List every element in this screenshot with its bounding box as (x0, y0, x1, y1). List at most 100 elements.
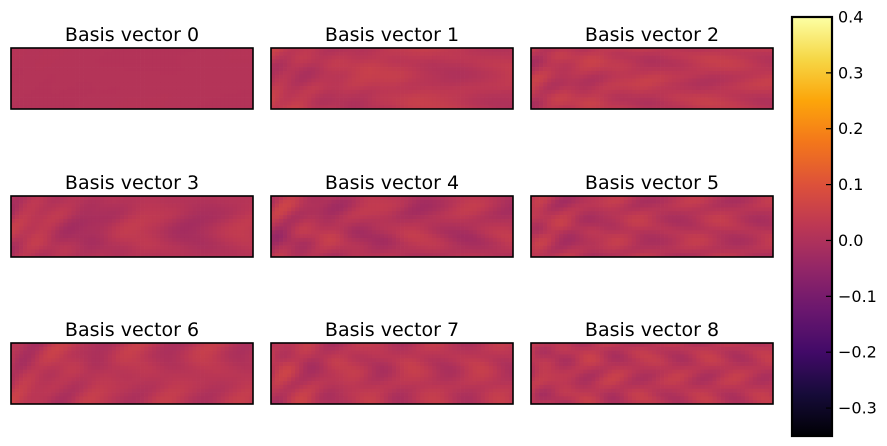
heatmap-cell (555, 196, 560, 201)
heatmap-cell (387, 78, 393, 83)
heatmap-cell (216, 78, 222, 83)
heatmap-cell (484, 237, 490, 243)
heatmap-cell (639, 67, 645, 72)
heatmap-cell (323, 241, 328, 246)
heatmap-cell (123, 48, 129, 53)
heatmap-cell (31, 93, 36, 98)
heatmap-cell (71, 215, 76, 220)
heatmap-cell (236, 82, 242, 87)
heatmap-cell (535, 105, 540, 110)
heatmap-cell (95, 67, 101, 72)
heatmap-cell (123, 86, 129, 91)
heatmap-cell (615, 70, 621, 76)
heatmap-cell (639, 74, 645, 79)
heatmap-cell (392, 48, 397, 53)
heatmap-cell (47, 63, 52, 68)
heatmap-cell (323, 249, 328, 254)
heatmap-cell (71, 199, 76, 204)
heatmap-cell (23, 93, 28, 98)
heatmap-cell (152, 211, 157, 216)
heatmap-cell (496, 199, 502, 204)
heatmap-cell (599, 101, 604, 106)
heatmap-cell (379, 230, 385, 235)
heatmap-cell (432, 67, 437, 72)
heatmap-cell (212, 207, 218, 212)
heatmap-cell (720, 89, 725, 95)
heatmap-cell (111, 222, 117, 227)
heatmap-cell (307, 89, 312, 95)
heatmap-cell (432, 199, 437, 204)
heatmap-cell (555, 59, 560, 64)
heatmap-cell (19, 51, 24, 56)
heatmap-cell (500, 203, 506, 208)
heatmap-cell (71, 203, 76, 208)
heatmap-cell (347, 67, 353, 72)
heatmap-cell (452, 199, 457, 204)
heatmap-cell (504, 230, 510, 235)
heatmap-cell (176, 211, 181, 216)
heatmap-cell (184, 245, 189, 250)
heatmap-cell (303, 222, 308, 227)
heatmap-cell (347, 253, 353, 258)
heatmap-cell (367, 249, 373, 254)
heatmap-cell (359, 74, 365, 79)
heatmap-cell (144, 215, 149, 220)
heatmap-cell (87, 237, 93, 243)
heatmap-cell (43, 230, 48, 235)
heatmap-cell (428, 55, 433, 60)
heatmap-cell (375, 203, 381, 208)
heatmap-cell (63, 93, 68, 98)
heatmap-cell (115, 203, 121, 208)
heatmap-cell (271, 101, 276, 106)
heatmap-cell (184, 241, 189, 246)
heatmap-cell (595, 93, 600, 98)
heatmap-cell (244, 218, 250, 224)
heatmap-cell (164, 97, 169, 102)
heatmap-cell (35, 55, 40, 60)
heatmap-cell (355, 97, 361, 102)
heatmap-cell (188, 89, 193, 95)
heatmap-cell (291, 196, 296, 201)
heatmap-cell (371, 78, 377, 83)
heatmap-cell (347, 86, 353, 91)
heatmap-cell (504, 101, 510, 106)
heatmap-cell (248, 59, 254, 64)
heatmap-cell (484, 203, 490, 208)
heatmap-cell (623, 89, 629, 95)
heatmap-cell (668, 93, 673, 98)
heatmap-cell (563, 97, 568, 102)
heatmap-cell (160, 245, 165, 250)
heatmap-cell (575, 78, 580, 83)
heatmap-cell (432, 74, 437, 79)
heatmap-cell (51, 78, 56, 83)
heatmap-cell (476, 70, 482, 76)
heatmap-cell (27, 230, 32, 235)
heatmap-cell (567, 101, 572, 106)
heatmap-cell (11, 78, 16, 83)
heatmap-cell (331, 74, 336, 79)
heatmap-cell (160, 234, 165, 239)
heatmap-cell (11, 218, 16, 224)
heatmap-cell (51, 226, 56, 231)
heatmap-cell (476, 218, 482, 224)
heatmap-cell (375, 241, 381, 246)
heatmap-cell (31, 253, 36, 258)
heatmap-cell (420, 241, 425, 246)
heatmap-cell (23, 253, 28, 258)
heatmap-cell (224, 245, 230, 250)
heatmap-cell (484, 86, 490, 91)
heatmap-cell (559, 70, 564, 76)
heatmap-cell (623, 196, 629, 201)
heatmap-cell (35, 211, 40, 216)
heatmap-cell (756, 199, 762, 204)
heatmap-cell (168, 86, 173, 91)
heatmap-cell (492, 218, 498, 224)
heatmap-cell (160, 51, 165, 56)
heatmap-cell (496, 226, 502, 231)
heatmap-cell (244, 78, 250, 83)
heatmap-cell (180, 207, 185, 212)
heatmap-cell (315, 234, 320, 239)
heatmap-cell (684, 63, 689, 68)
heatmap-cell (680, 86, 685, 91)
heatmap-cell (291, 97, 296, 102)
